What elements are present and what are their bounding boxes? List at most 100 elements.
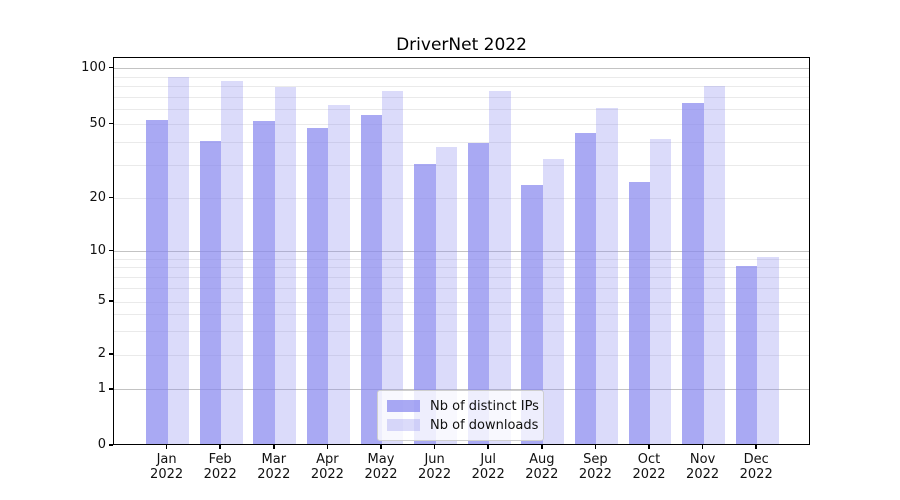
bar-mar-distinct-ips	[253, 121, 275, 444]
gridline-y-7	[114, 277, 809, 279]
x-tick-month: Dec	[743, 452, 769, 467]
legend: Nb of distinct IPs Nb of downloads	[377, 390, 544, 441]
x-tick-month: Oct	[637, 452, 661, 467]
x-tick-mark-mar	[273, 445, 275, 449]
x-tick-mark-dec	[755, 445, 757, 449]
bars-layer	[114, 58, 809, 444]
x-tick-mark-sep	[594, 445, 597, 449]
y-tick-label-100: 100	[81, 59, 106, 75]
legend-swatch-downloads	[387, 419, 420, 431]
x-tick-month: Jun	[424, 452, 445, 467]
x-tick-mark-apr	[326, 445, 329, 449]
x-tick-month: Jan	[156, 452, 177, 467]
y-tick-mark-10	[109, 249, 113, 252]
x-tick-mark-jul	[487, 445, 489, 449]
x-tick-year: 2022	[310, 467, 344, 482]
y-tick-label-5: 5	[97, 293, 106, 308]
bar-dec-downloads	[757, 257, 779, 444]
x-tick-year: 2022	[257, 467, 291, 482]
gridline-y-90	[114, 76, 809, 78]
x-tick-month: Feb	[208, 452, 232, 467]
bar-apr-downloads	[328, 105, 350, 444]
x-tick-month: Mar	[261, 452, 287, 467]
chart-title: DriverNet 2022	[396, 35, 527, 55]
x-tick-label-sep: Sep 2022	[563, 452, 627, 482]
y-tick-label-50: 50	[89, 115, 106, 131]
gridline-y-50	[114, 124, 809, 126]
gridline-y-40	[114, 142, 809, 144]
y-tick-label-2: 2	[97, 346, 106, 361]
bar-jan-distinct-ips	[146, 119, 168, 444]
y-tick-mark-2	[109, 353, 113, 355]
bar-jul-downloads	[489, 91, 511, 444]
x-tick-month: Apr	[316, 452, 339, 467]
gridline-y-20	[114, 198, 809, 200]
y-tick-label-1: 1	[97, 380, 106, 396]
legend-swatch-distinct-ips	[387, 400, 420, 412]
x-tick-month: May	[367, 452, 395, 467]
gridline-y-80	[114, 86, 809, 88]
bar-sep-distinct-ips	[575, 133, 597, 444]
bar-may-distinct-ips	[360, 115, 382, 444]
y-tick-label-10: 10	[89, 242, 106, 258]
gridline-y-5	[114, 301, 809, 303]
x-tick-year: 2022	[525, 467, 559, 482]
x-tick-year: 2022	[686, 467, 720, 482]
bar-nov-distinct-ips	[682, 102, 704, 444]
gridline-y-30	[114, 165, 809, 167]
x-tick-label-aug: Aug 2022	[510, 452, 574, 482]
gridline-y-100	[114, 68, 809, 70]
x-tick-mark-feb	[219, 445, 221, 449]
x-tick-label-oct: Oct 2022	[617, 452, 681, 482]
bar-jan-downloads	[167, 77, 189, 444]
bar-feb-downloads	[221, 80, 243, 444]
x-tick-year: 2022	[632, 467, 666, 482]
bar-feb-distinct-ips	[199, 140, 222, 444]
x-tick-label-jul: Jul 2022	[456, 452, 520, 482]
x-tick-year: 2022	[150, 467, 184, 482]
x-tick-year: 2022	[471, 467, 505, 482]
y-tick-mark-50	[109, 122, 113, 125]
y-tick-mark-1	[109, 388, 113, 390]
gridline-y-3	[114, 331, 809, 333]
x-tick-year: 2022	[364, 467, 398, 482]
y-tick-mark-100	[109, 66, 113, 69]
gridline-y-60	[114, 109, 809, 111]
x-tick-label-jun: Jun 2022	[403, 452, 467, 482]
x-tick-mark-may	[380, 445, 382, 449]
x-tick-year: 2022	[739, 467, 773, 482]
legend-row-downloads: Nb of downloads	[387, 416, 538, 434]
x-tick-mark-jun	[433, 445, 436, 449]
bar-sep-downloads	[596, 107, 618, 444]
x-tick-month: Sep	[583, 452, 608, 467]
gridline-y-1	[114, 389, 809, 391]
bar-aug-distinct-ips	[521, 185, 543, 444]
x-tick-label-jan: Jan 2022	[135, 452, 199, 482]
x-tick-label-may: May 2022	[349, 452, 413, 482]
y-tick-label-20: 20	[89, 189, 106, 205]
legend-row-distinct-ips: Nb of distinct IPs	[387, 397, 539, 415]
bar-jul-distinct-ips	[467, 142, 490, 444]
y-tick-label-0: 0	[97, 437, 106, 452]
plot-area	[113, 57, 810, 445]
x-tick-month: Aug	[529, 452, 555, 467]
bar-dec-distinct-ips	[735, 265, 758, 444]
y-tick-mark-20	[109, 196, 113, 199]
gridlines-layer	[114, 58, 809, 444]
x-tick-mark-aug	[541, 445, 543, 449]
x-tick-year: 2022	[203, 467, 237, 482]
bar-may-downloads	[382, 91, 404, 444]
x-tick-mark-nov	[701, 445, 704, 449]
bar-nov-downloads	[703, 85, 725, 444]
gridline-y-4	[114, 314, 809, 316]
x-tick-label-mar: Mar 2022	[242, 452, 306, 482]
x-tick-month: Jul	[480, 452, 497, 467]
x-tick-mark-oct	[648, 445, 650, 449]
x-tick-label-apr: Apr 2022	[295, 452, 359, 482]
bar-aug-downloads	[542, 158, 565, 444]
legend-label: Nb of distinct IPs	[430, 398, 539, 414]
x-tick-label-nov: Nov 2022	[671, 452, 735, 482]
gridline-y-6	[114, 288, 809, 290]
bar-oct-downloads	[650, 138, 672, 444]
gridline-y-10	[114, 251, 809, 253]
